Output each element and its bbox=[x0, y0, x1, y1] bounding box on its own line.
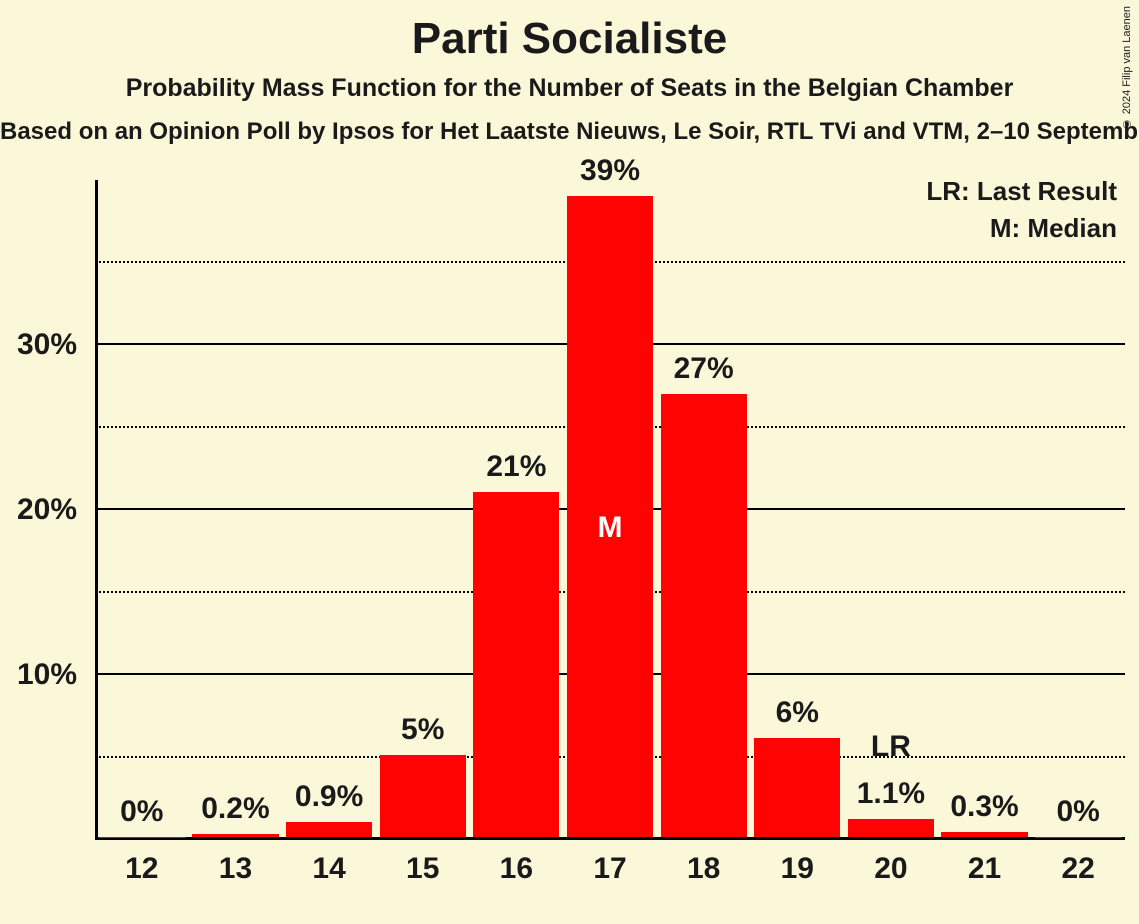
xtick-label: 18 bbox=[687, 852, 720, 886]
ytick-label: 20% bbox=[17, 493, 77, 527]
bar-value-label: 0% bbox=[120, 795, 163, 829]
bar: 5% bbox=[380, 755, 466, 837]
annotation-last-result: LR bbox=[871, 730, 911, 764]
bar: 0.2% bbox=[192, 834, 278, 837]
bar-value-label: 6% bbox=[776, 696, 819, 730]
xtick-label: 20 bbox=[874, 852, 907, 886]
xtick-label: 16 bbox=[500, 852, 533, 886]
legend-lr: LR: Last Result bbox=[926, 176, 1117, 207]
bar: 21% bbox=[473, 492, 559, 837]
bar: 0.3% bbox=[941, 832, 1027, 837]
legend: LR: Last Result M: Median bbox=[926, 176, 1117, 244]
chart-title: Parti Socialiste bbox=[0, 14, 1139, 64]
xtick-label: 13 bbox=[219, 852, 252, 886]
chart-subsubtitle: Based on an Opinion Poll by Ipsos for He… bbox=[0, 118, 1139, 146]
bar-value-label: 0.9% bbox=[295, 780, 363, 814]
xtick-label: 14 bbox=[312, 852, 345, 886]
bar-chart: 10%20%30%0%120.2%130.9%145%1521%1639%172… bbox=[95, 180, 1125, 840]
xtick-label: 12 bbox=[125, 852, 158, 886]
bar: 0.9% bbox=[286, 822, 372, 837]
chart-subtitle: Probability Mass Function for the Number… bbox=[0, 74, 1139, 103]
bar: 27% bbox=[661, 394, 747, 837]
bar: 6% bbox=[754, 738, 840, 837]
ytick-label: 30% bbox=[17, 328, 77, 362]
xtick-label: 17 bbox=[593, 852, 626, 886]
ytick-label: 10% bbox=[17, 658, 77, 692]
bar-value-label: 27% bbox=[674, 352, 734, 386]
annotation-median: M bbox=[598, 511, 623, 545]
xtick-label: 15 bbox=[406, 852, 439, 886]
bar-value-label: 0% bbox=[1056, 795, 1099, 829]
bar-value-label: 39% bbox=[580, 154, 640, 188]
bar-value-label: 5% bbox=[401, 713, 444, 747]
bar-value-label: 0.2% bbox=[201, 792, 269, 826]
plot-area: 10%20%30%0%120.2%130.9%145%1521%1639%172… bbox=[95, 180, 1125, 840]
x-axis bbox=[95, 837, 1125, 840]
copyright-notice: © 2024 Filip van Laenen bbox=[1121, 6, 1133, 129]
y-axis bbox=[95, 180, 98, 840]
bar-value-label: 21% bbox=[486, 450, 546, 484]
legend-m: M: Median bbox=[926, 213, 1117, 244]
bar-value-label: 1.1% bbox=[857, 777, 925, 811]
xtick-label: 21 bbox=[968, 852, 1001, 886]
xtick-label: 19 bbox=[781, 852, 814, 886]
bar-value-label: 0.3% bbox=[950, 790, 1018, 824]
bar: 1.1% bbox=[848, 819, 934, 837]
xtick-label: 22 bbox=[1061, 852, 1094, 886]
